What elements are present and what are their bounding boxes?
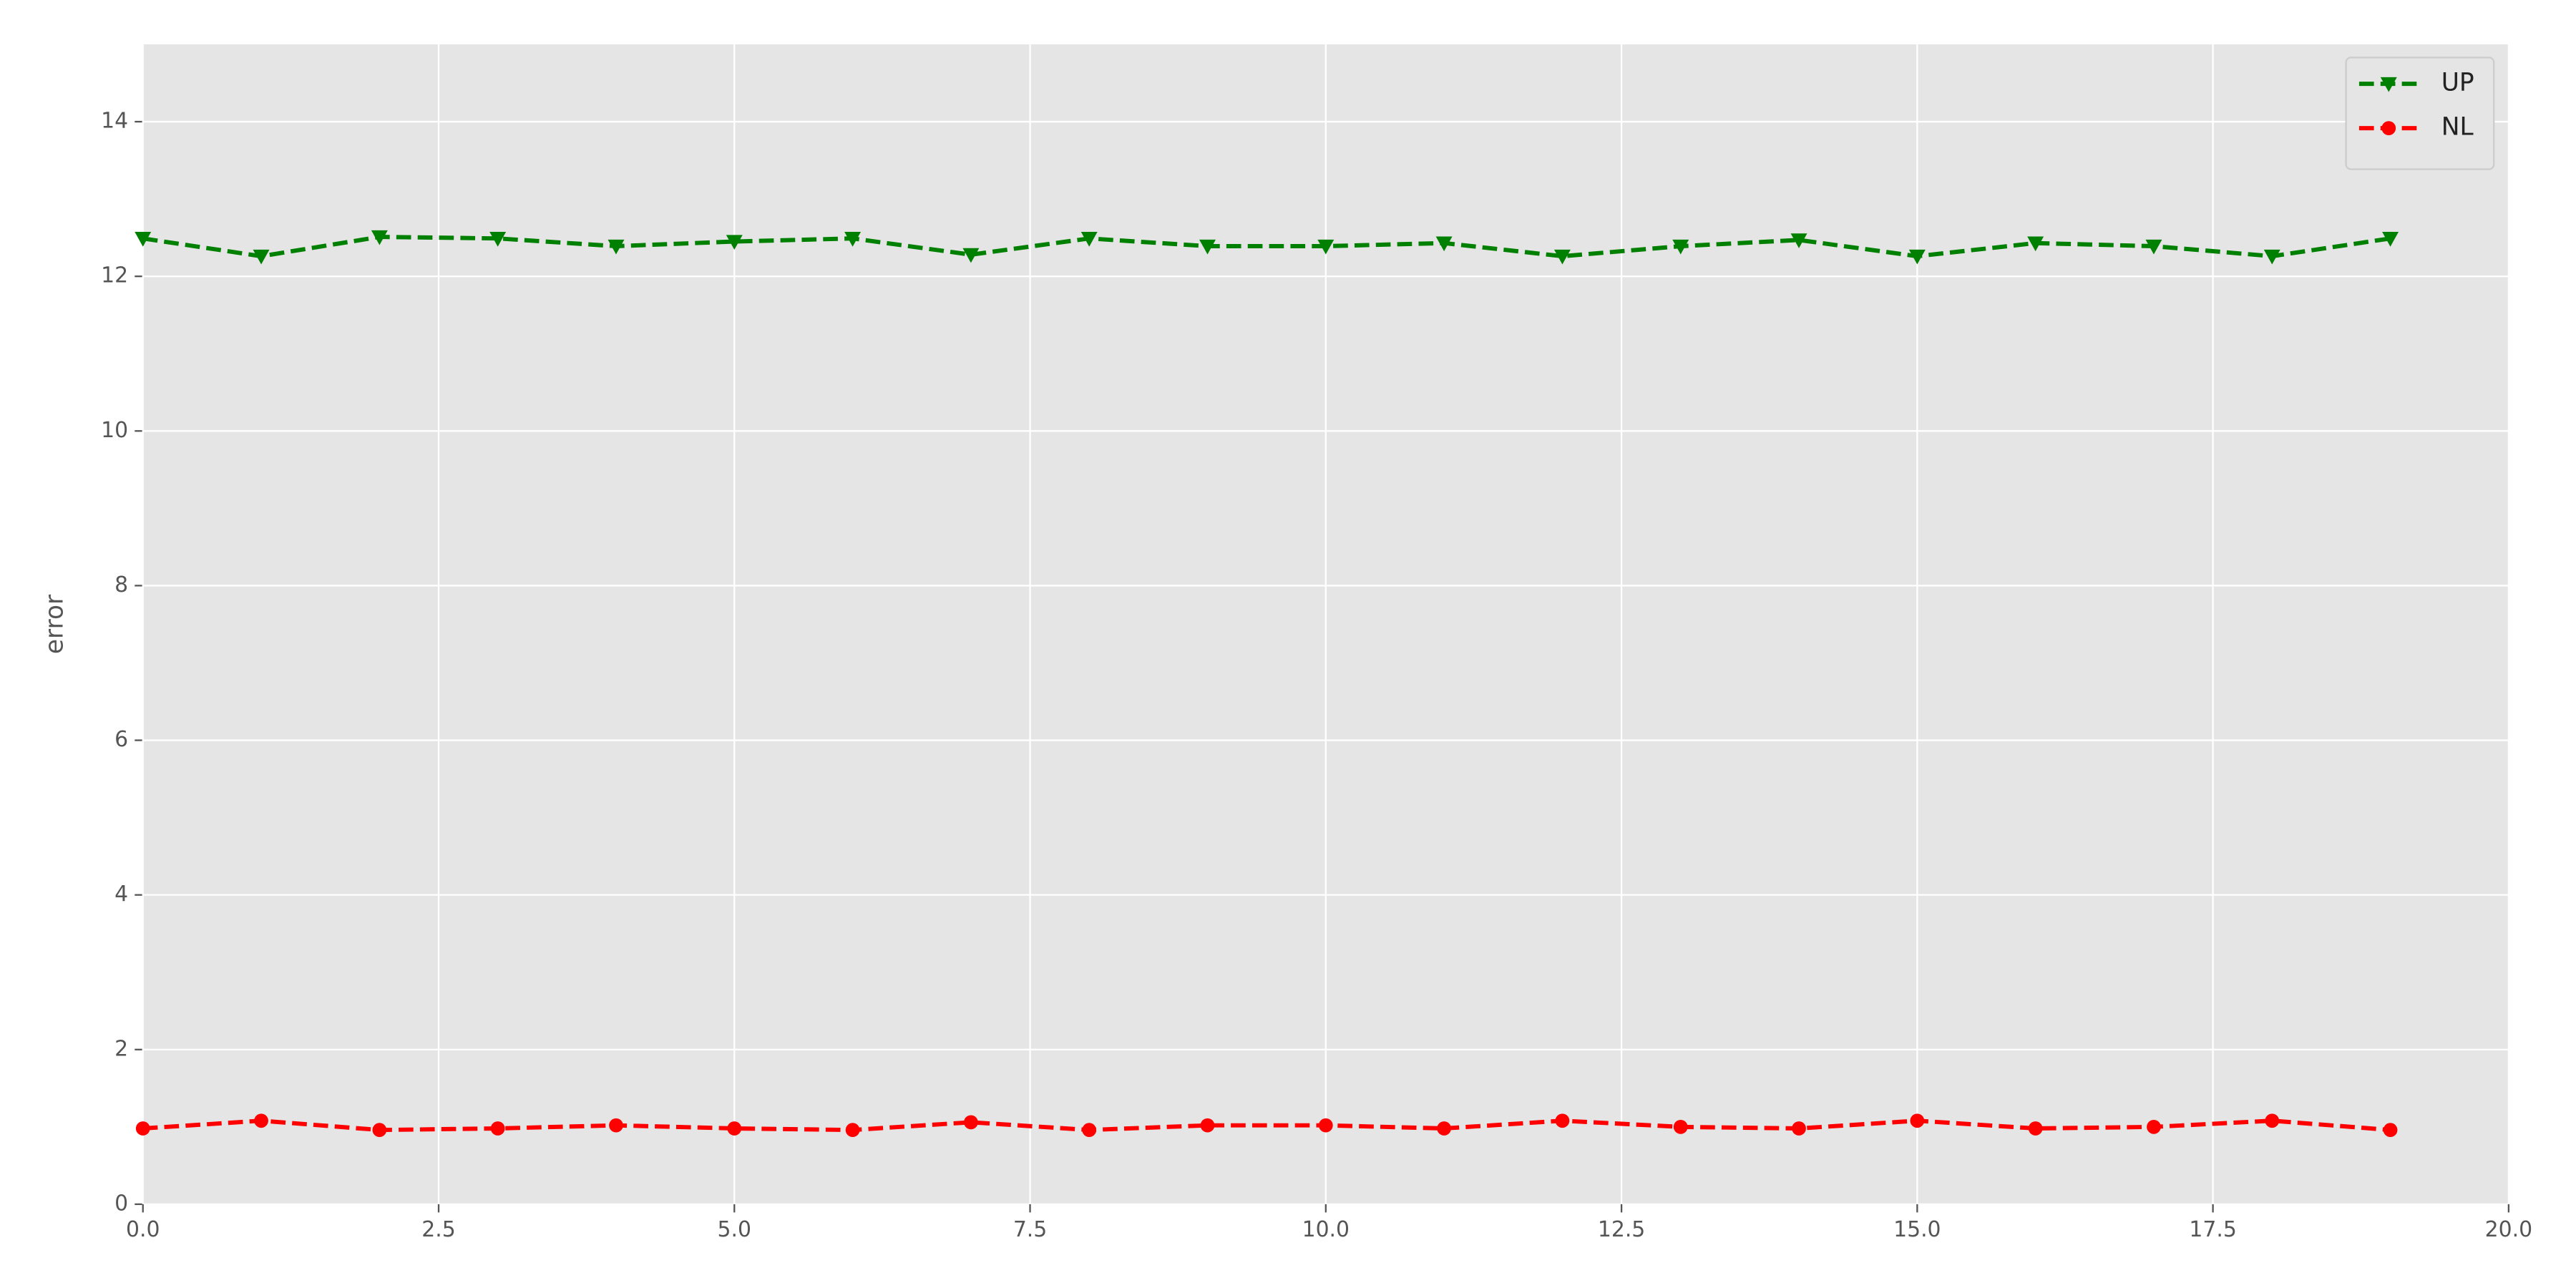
- legend-marker: [2381, 121, 2396, 135]
- marker: [1792, 1121, 1806, 1136]
- marker: [1910, 1113, 1925, 1128]
- marker: [2382, 232, 2399, 247]
- marker: [962, 248, 980, 263]
- marker: [1672, 239, 1689, 255]
- x-tick-label: 7.5: [1013, 1217, 1047, 1242]
- y-tick-label: 4: [114, 882, 128, 907]
- y-tick-label: 0: [114, 1191, 128, 1216]
- x-tick-label: 12.5: [1598, 1217, 1645, 1242]
- marker: [1318, 1118, 1333, 1133]
- x-tick-label: 10.0: [1302, 1217, 1350, 1242]
- marker: [1673, 1119, 1688, 1134]
- marker: [727, 1121, 742, 1136]
- marker: [135, 1121, 150, 1136]
- marker: [2265, 1113, 2280, 1128]
- marker: [135, 232, 152, 247]
- x-tick-label: 0.0: [126, 1217, 160, 1242]
- marker: [1080, 232, 1098, 247]
- marker: [1437, 1121, 1451, 1136]
- marker: [372, 1123, 387, 1138]
- y-tick-label: 8: [114, 572, 128, 597]
- marker: [609, 1118, 623, 1133]
- marker: [2383, 1123, 2398, 1138]
- marker: [1908, 249, 1926, 265]
- y-tick-label: 14: [101, 109, 128, 134]
- x-tick-label: 5.0: [718, 1217, 751, 1242]
- marker: [1082, 1123, 1097, 1138]
- marker: [726, 235, 743, 250]
- marker: [253, 249, 270, 265]
- legend-marker: [2380, 77, 2397, 92]
- x-tick-label: 15.0: [1893, 1217, 1941, 1242]
- marker: [2145, 239, 2162, 255]
- series-line: [142, 235, 2391, 259]
- legend-label: NL: [2441, 113, 2474, 142]
- x-tick-label: 2.5: [421, 1217, 455, 1242]
- y-tick-label: 6: [114, 727, 128, 752]
- marker: [2028, 1121, 2043, 1136]
- marker: [845, 1123, 860, 1138]
- marker: [1435, 236, 1453, 252]
- y-axis-label: error: [41, 594, 69, 654]
- marker: [964, 1115, 978, 1130]
- legend-label: UP: [2441, 69, 2474, 97]
- series-line: [142, 1118, 2391, 1133]
- y-tick-label: 12: [101, 263, 128, 288]
- y-tick-label: 10: [101, 418, 128, 443]
- marker: [489, 232, 507, 247]
- marker: [2263, 249, 2280, 265]
- x-tick-label: 17.5: [2189, 1217, 2236, 1242]
- marker: [1200, 1118, 1215, 1133]
- marker: [490, 1121, 505, 1136]
- marker: [371, 230, 388, 245]
- marker: [1199, 239, 1216, 255]
- marker: [2147, 1119, 2161, 1134]
- marker: [608, 239, 625, 255]
- marker: [254, 1113, 268, 1128]
- marker: [844, 232, 862, 247]
- marker: [1317, 239, 1335, 255]
- marker: [2027, 236, 2044, 252]
- marker: [1555, 1113, 1570, 1128]
- y-tick-label: 2: [114, 1036, 128, 1061]
- marker: [1553, 249, 1571, 265]
- x-tick-label: 20.0: [2485, 1217, 2532, 1242]
- marker: [1790, 233, 1807, 248]
